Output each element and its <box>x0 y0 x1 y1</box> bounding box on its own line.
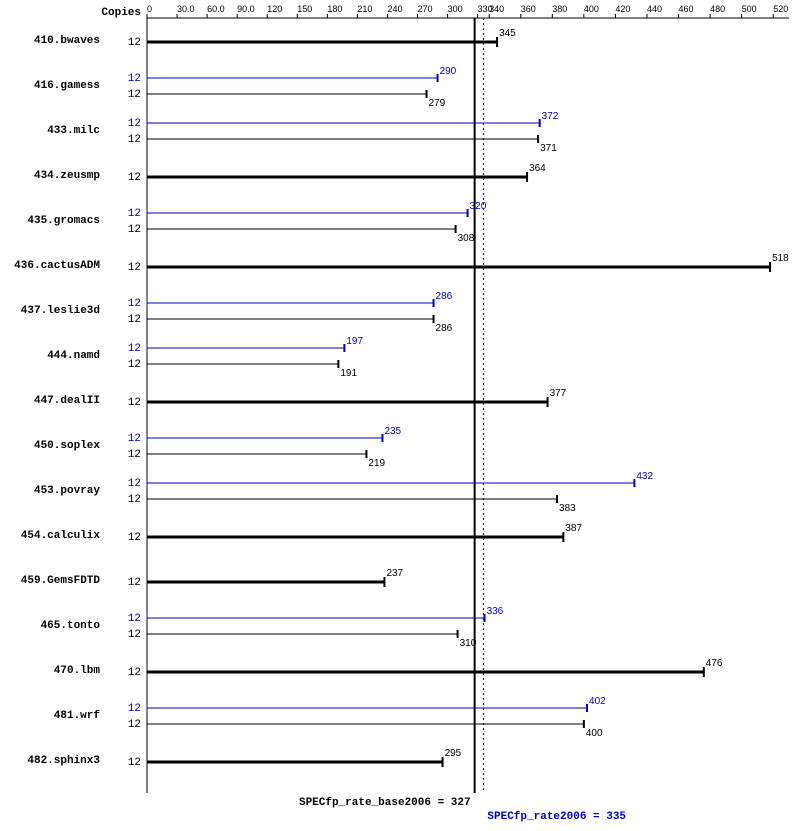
summary-base: SPECfp_rate_base2006 = 327 <box>299 797 471 809</box>
xtick-label: 240 <box>387 4 402 14</box>
peak-value: 320 <box>470 201 487 212</box>
peak-copies: 12 <box>128 208 141 220</box>
peak-copies: 12 <box>128 298 141 310</box>
benchmark-name: 434.zeusmp <box>34 170 100 182</box>
base-value: 383 <box>559 503 576 514</box>
base-value: 518 <box>772 253 789 264</box>
spec-rate-chart: Copies 0 30.0 60.0 90.0 120 150 180 210 240 270 300… <box>0 0 799 831</box>
xtick-label: 360 <box>521 4 536 14</box>
base-value: 237 <box>386 568 403 579</box>
benchmark-name: 465.tonto <box>41 620 101 632</box>
peak-value: 402 <box>589 696 606 707</box>
benchmark-name: 447.dealII <box>34 395 100 407</box>
peak-copies: 12 <box>128 433 141 445</box>
xtick-label: 400 <box>584 4 599 14</box>
base-copies: 12 <box>128 577 141 589</box>
xtick-label: 500 <box>742 4 757 14</box>
peak-value: 197 <box>346 336 363 347</box>
base-value: 345 <box>499 28 516 39</box>
base-copies: 12 <box>128 89 141 101</box>
base-value: 308 <box>458 233 475 244</box>
base-value: 295 <box>445 748 462 759</box>
xtick-label: 340 <box>489 4 504 14</box>
xtick-label: 0 <box>147 4 152 14</box>
benchmark-name: 459.GemsFDTD <box>21 575 101 587</box>
header-copies: Copies <box>101 7 141 19</box>
base-copies: 12 <box>128 629 141 641</box>
base-copies: 12 <box>128 172 141 184</box>
benchmark-name: 416.gamess <box>34 80 100 92</box>
base-copies: 12 <box>128 719 141 731</box>
xtick-label: 380 <box>552 4 567 14</box>
peak-value: 372 <box>542 111 559 122</box>
base-copies: 12 <box>128 224 141 236</box>
xtick-label: 180 <box>327 4 342 14</box>
peak-value: 286 <box>436 291 453 302</box>
xtick-label: 120 <box>267 4 282 14</box>
benchmark-name: 436.cactusADM <box>14 260 100 272</box>
peak-value: 290 <box>440 66 457 77</box>
benchmark-name: 454.calculix <box>21 530 101 542</box>
base-value: 400 <box>586 728 603 739</box>
benchmark-name: 470.lbm <box>54 665 101 677</box>
benchmark-name: 481.wrf <box>54 710 101 722</box>
base-copies: 12 <box>128 262 141 274</box>
base-value: 371 <box>540 143 557 154</box>
base-value: 310 <box>460 638 477 649</box>
base-value: 387 <box>565 523 582 534</box>
base-copies: 12 <box>128 134 141 146</box>
peak-value: 432 <box>636 471 653 482</box>
peak-copies: 12 <box>128 703 141 715</box>
base-copies: 12 <box>128 397 141 409</box>
base-value: 364 <box>529 163 546 174</box>
benchmark-name: 437.leslie3d <box>21 305 100 317</box>
xtick-label: 150 <box>297 4 312 14</box>
base-value: 476 <box>706 658 723 669</box>
base-copies: 12 <box>128 359 141 371</box>
base-value: 191 <box>340 368 357 379</box>
peak-copies: 12 <box>128 73 141 85</box>
xtick-label: 30.0 <box>177 4 195 14</box>
peak-value: 336 <box>487 606 504 617</box>
xtick-label: 270 <box>418 4 433 14</box>
benchmark-name: 410.bwaves <box>34 35 100 47</box>
xtick-label: 90.0 <box>237 4 255 14</box>
benchmark-name: 482.sphinx3 <box>27 755 100 767</box>
base-copies: 12 <box>128 449 141 461</box>
xtick-label: 300 <box>448 4 463 14</box>
peak-copies: 12 <box>128 478 141 490</box>
peak-copies: 12 <box>128 343 141 355</box>
peak-copies: 12 <box>128 118 141 130</box>
peak-copies: 12 <box>128 613 141 625</box>
xtick-label: 520 <box>773 4 788 14</box>
benchmark-name: 444.namd <box>47 350 100 362</box>
base-copies: 12 <box>128 494 141 506</box>
peak-value: 235 <box>384 426 401 437</box>
summary-peak: SPECfp_rate2006 = 335 <box>487 811 626 823</box>
xtick-label: 440 <box>647 4 662 14</box>
base-value: 219 <box>368 458 385 469</box>
base-value: 279 <box>429 98 446 109</box>
benchmark-name: 433.milc <box>47 125 100 137</box>
base-copies: 12 <box>128 314 141 326</box>
xtick-label: 210 <box>357 4 372 14</box>
xtick-label: 460 <box>679 4 694 14</box>
benchmark-name: 450.soplex <box>34 440 100 452</box>
xtick-label: 420 <box>615 4 630 14</box>
base-copies: 12 <box>128 532 141 544</box>
base-value: 377 <box>550 388 567 399</box>
benchmark-name: 435.gromacs <box>27 215 100 227</box>
base-value: 286 <box>436 323 453 334</box>
xtick-label: 480 <box>710 4 725 14</box>
base-copies: 12 <box>128 757 141 769</box>
base-copies: 12 <box>128 37 141 49</box>
benchmark-name: 453.povray <box>34 485 100 497</box>
base-copies: 12 <box>128 667 141 679</box>
xtick-label: 60.0 <box>207 4 225 14</box>
